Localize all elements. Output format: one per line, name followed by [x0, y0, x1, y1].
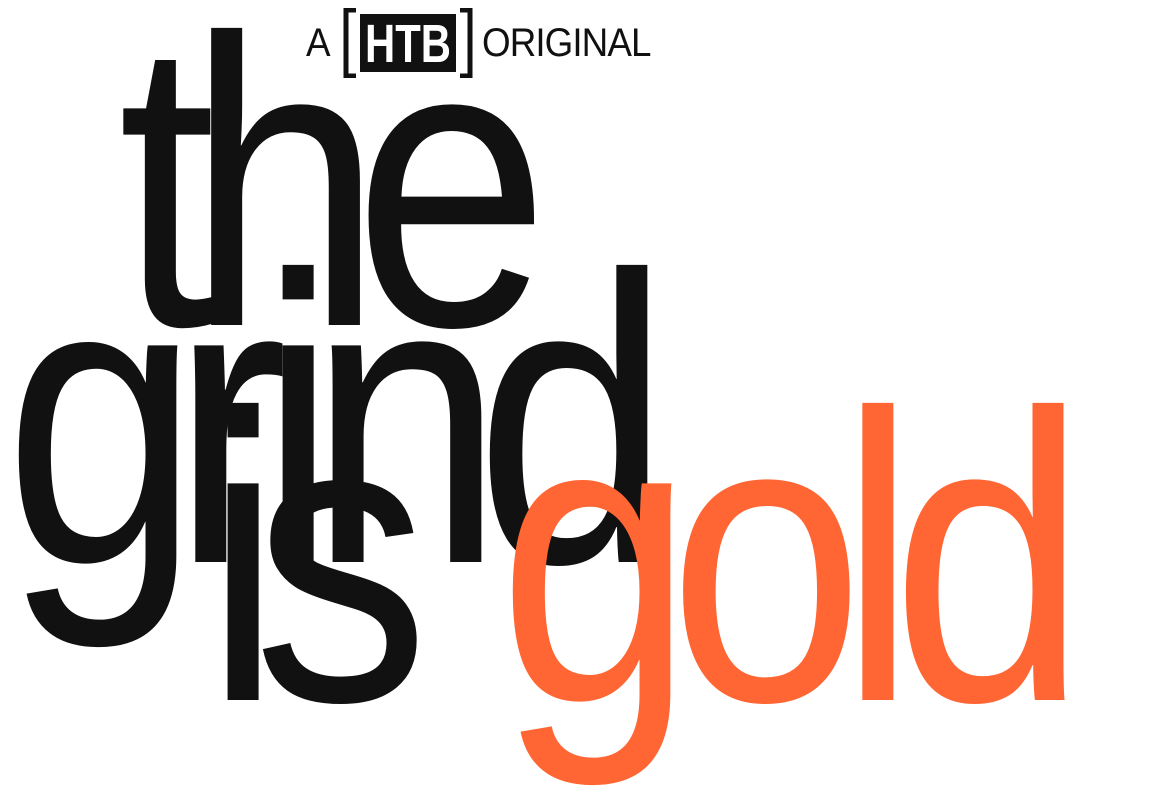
htb-logo: HTB [342, 8, 474, 78]
title-word-the: the [118, 0, 550, 412]
htb-logo-text: HTB [365, 14, 451, 74]
tagline: A HTB ORIGINAL [306, 8, 665, 78]
title-word-grind: grind [4, 191, 671, 649]
title-word-is: is [204, 329, 429, 787]
tagline-prefix: A [306, 21, 331, 65]
tagline-suffix: ORIGINAL [481, 21, 651, 65]
title-word-gold: gold [498, 329, 1087, 787]
